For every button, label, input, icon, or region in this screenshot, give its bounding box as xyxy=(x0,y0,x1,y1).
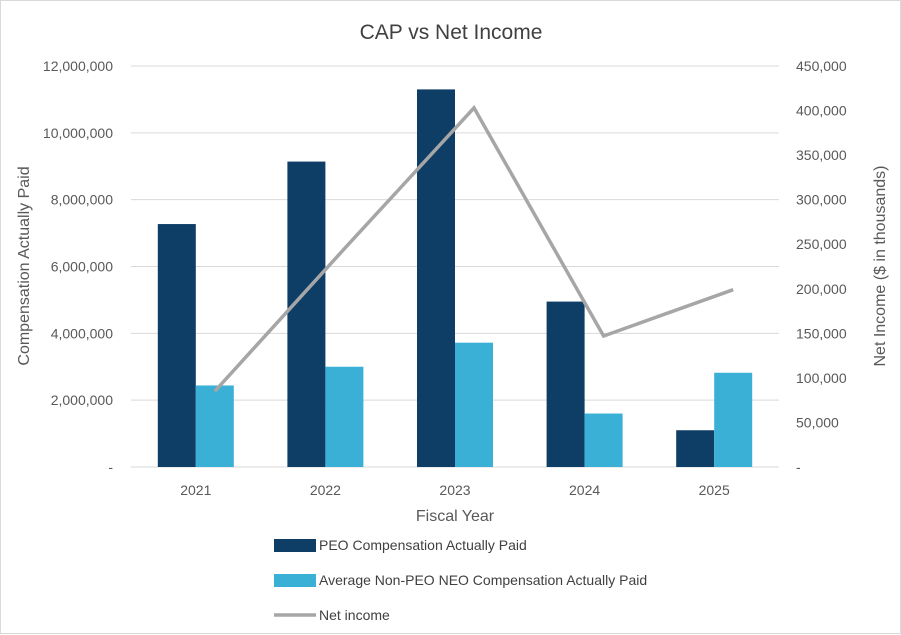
bar-non-peo-cap xyxy=(325,366,364,467)
legend-swatch-non-peo xyxy=(274,574,316,587)
net-income-line xyxy=(213,104,734,393)
y-axis-title: Compensation Actually Paid xyxy=(16,166,33,365)
left-axis-ticks: - 2,000,000 4,000,000 6,000,000 8,000,000 10,… xyxy=(43,58,113,475)
legend-label: Average Non-PEO NEO Compensation Actuall… xyxy=(319,572,647,588)
y2-tick-label: 450,000 xyxy=(796,58,847,74)
chart-title: CAP vs Net Income xyxy=(360,21,543,44)
y-tick-label: 6,000,000 xyxy=(51,259,113,275)
y2-tick-label: 100,000 xyxy=(796,370,847,386)
bar-non-peo-cap xyxy=(455,342,493,467)
right-axis-ticks: - 50,000 100,000 150,000 200,000 250,000 300,0… xyxy=(796,58,847,475)
y2-tick-label: 250,000 xyxy=(796,236,847,252)
y2-tick-label: 350,000 xyxy=(796,147,847,163)
bar-non-peo-cap xyxy=(195,385,234,467)
y-tick-label: 12,000,000 xyxy=(43,58,113,74)
bar-non-peo-cap xyxy=(584,413,623,467)
bar-peo-cap xyxy=(417,89,455,468)
y-tick-label: 2,000,000 xyxy=(51,392,113,408)
legend-label: PEO Compensation Actually Paid xyxy=(319,537,527,553)
y2-axis-title: Net Income ($ in thousands) xyxy=(872,166,889,367)
x-tick-label: 2021 xyxy=(180,482,211,498)
y2-tick-label: - xyxy=(796,459,801,475)
x-tick-label: 2023 xyxy=(439,482,470,498)
bar-non-peo-cap xyxy=(714,372,753,467)
bar-peo-cap xyxy=(287,161,326,468)
y2-tick-label: 400,000 xyxy=(796,103,847,119)
y2-tick-label: 200,000 xyxy=(796,281,847,297)
x-tick-label: 2024 xyxy=(569,482,600,498)
x-axis-ticks: 2021 2022 2023 2024 2025 xyxy=(180,482,730,498)
legend-label: Net income xyxy=(319,607,390,623)
bar-peo-cap xyxy=(157,224,196,467)
net-income-line-group xyxy=(213,104,734,393)
y-tick-label: 8,000,000 xyxy=(51,192,113,208)
y-tick-label: - xyxy=(108,459,113,475)
bars xyxy=(157,89,753,468)
bar-peo-cap xyxy=(546,301,585,467)
x-axis-title: Fiscal Year xyxy=(416,508,495,525)
y-tick-label: 10,000,000 xyxy=(43,125,113,141)
x-tick-label: 2025 xyxy=(699,482,730,498)
x-tick-label: 2022 xyxy=(310,482,341,498)
legend: PEO Compensation Actually Paid Average No… xyxy=(274,537,647,623)
y-tick-label: 4,000,000 xyxy=(51,325,113,341)
y2-tick-label: 150,000 xyxy=(796,325,847,341)
bar-peo-cap xyxy=(676,430,715,467)
y2-tick-label: 50,000 xyxy=(796,414,839,430)
legend-swatch-peo xyxy=(274,539,316,552)
y2-tick-label: 300,000 xyxy=(796,192,847,208)
